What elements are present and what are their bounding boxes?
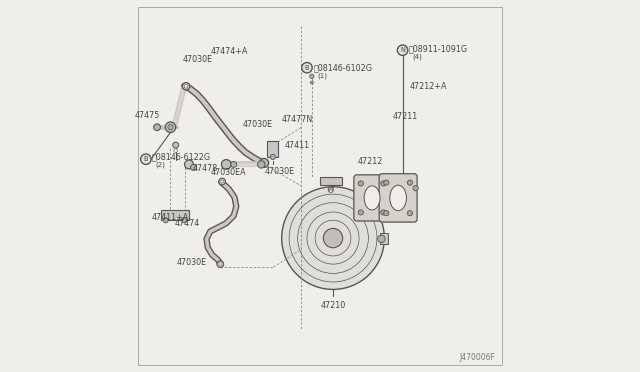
Text: 47411+A: 47411+A [152,213,189,222]
Text: B: B [305,65,309,71]
Circle shape [165,122,175,132]
Circle shape [383,180,389,185]
Circle shape [217,261,223,267]
Circle shape [358,210,364,215]
Circle shape [381,181,386,186]
Text: 47474+A: 47474+A [210,47,248,56]
Circle shape [282,187,385,289]
Circle shape [163,218,168,223]
Text: Ⓑ08146-6102G: Ⓑ08146-6102G [314,63,372,72]
Text: 47030E: 47030E [177,258,207,267]
Circle shape [141,154,151,164]
Text: 47210: 47210 [321,301,346,310]
Circle shape [191,164,196,170]
Text: 47030E: 47030E [182,55,212,64]
Circle shape [270,154,275,160]
Ellipse shape [364,186,380,210]
Circle shape [231,161,237,167]
Text: Ⓝ08911-1091G: Ⓝ08911-1091G [408,44,468,53]
Text: (2): (2) [156,162,166,169]
Text: B: B [143,156,148,162]
Circle shape [323,228,342,248]
Circle shape [407,180,413,185]
Text: 47411: 47411 [284,141,310,150]
Text: 47474: 47474 [175,219,200,228]
Text: 47212+A: 47212+A [410,82,447,91]
Text: 47211: 47211 [392,112,418,121]
Text: N: N [400,47,405,53]
Circle shape [174,149,177,153]
Circle shape [184,84,188,88]
Text: 47475: 47475 [134,111,160,120]
Text: Ⓑ08146-6122G: Ⓑ08146-6122G [152,153,211,161]
Circle shape [182,83,190,90]
Circle shape [221,160,231,169]
Circle shape [381,210,386,215]
Circle shape [413,186,418,191]
Circle shape [260,158,269,167]
Ellipse shape [390,185,406,211]
Circle shape [184,160,193,169]
Text: 47030E: 47030E [265,167,295,176]
Circle shape [173,142,179,148]
Circle shape [383,211,389,216]
Text: 47478: 47478 [193,164,218,173]
Bar [161,210,189,220]
FancyBboxPatch shape [379,174,417,222]
Text: (4): (4) [412,53,422,60]
FancyBboxPatch shape [354,175,390,221]
Circle shape [397,45,408,55]
Circle shape [310,74,314,78]
Bar [380,233,388,244]
Circle shape [221,180,223,183]
Circle shape [310,81,314,84]
Circle shape [302,62,312,73]
Circle shape [328,187,333,192]
Circle shape [168,125,173,130]
Text: 47477N: 47477N [282,115,314,124]
Text: J470006F: J470006F [459,353,495,362]
Text: (1): (1) [317,73,327,79]
Circle shape [330,190,332,193]
Circle shape [219,178,225,185]
Circle shape [154,124,161,131]
Text: 47030E: 47030E [243,120,273,129]
Circle shape [378,235,385,243]
Circle shape [182,218,187,223]
Bar [320,177,342,185]
Text: 47030EA: 47030EA [211,169,246,177]
Text: 47212: 47212 [358,157,383,166]
Circle shape [257,161,265,168]
Circle shape [219,263,222,266]
Bar [267,141,278,157]
Circle shape [407,211,413,216]
Circle shape [358,181,364,186]
